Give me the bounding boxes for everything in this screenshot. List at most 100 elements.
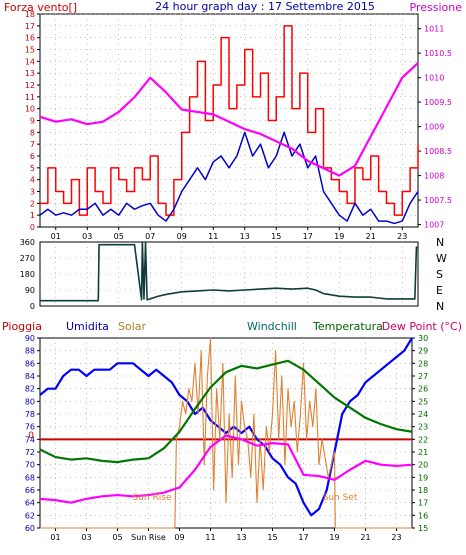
humidity-tick-label: 72 bbox=[25, 448, 35, 457]
temperature-tick-label: 15 bbox=[418, 524, 428, 533]
wind-tick-label: 6 bbox=[30, 152, 35, 161]
temperature-tick-label: 22 bbox=[418, 435, 428, 444]
temperature-tick-label: 16 bbox=[418, 511, 428, 520]
direction-tick-label: 270 bbox=[20, 254, 35, 263]
humidity-axis: 60 62 64 66 68 70 72 74 76 78 80 82 84 86 88 90 bbox=[25, 334, 40, 533]
windchill-label: Windchill bbox=[247, 320, 297, 333]
direction-tick-label: 180 bbox=[20, 270, 35, 279]
temp-x-tick-label: 05 bbox=[112, 533, 122, 542]
direction-tick-label: 360 bbox=[20, 238, 35, 247]
wind-x-tick-label: 13 bbox=[240, 232, 250, 241]
temperature-axis: 15 16 17 18 19 20 21 22 23 24 25 26 27 28 29 30 bbox=[412, 334, 428, 533]
temperature-tick-label: 18 bbox=[418, 486, 428, 495]
wind-x-tick-label: 05 bbox=[114, 232, 124, 241]
humidity-tick-label: 64 bbox=[25, 499, 35, 508]
wind-panel-series bbox=[39, 25, 419, 225]
solar-line bbox=[40, 337, 412, 529]
temp-x-tick-label: 19 bbox=[329, 533, 339, 542]
wind-tick-label: 5 bbox=[30, 164, 35, 173]
pressure-tick-label: 1010.5 bbox=[424, 49, 452, 58]
direction-tick-label: 0 bbox=[30, 302, 35, 311]
wind-tick-label: 0 bbox=[30, 223, 35, 232]
temperature-tick-label: 21 bbox=[418, 448, 428, 457]
wind-x-tick-label: 11 bbox=[208, 232, 218, 241]
humidity-tick-label: 74 bbox=[25, 435, 35, 444]
wind-tick-label: 13 bbox=[25, 69, 35, 78]
pressure-axis: 1007 1007.5 1008 1008.5 1009 1009.5 1010 1010.5… bbox=[418, 25, 452, 230]
humidity-tick-label: 66 bbox=[25, 486, 35, 495]
temp-x-tick-label: 13 bbox=[236, 533, 246, 542]
dewpoint-label: Dew Point (°C) bbox=[382, 320, 462, 333]
pressure-tick-label: 1009 bbox=[424, 123, 444, 132]
wind-tick-label: 2 bbox=[30, 199, 35, 208]
humidity-tick-label: 70 bbox=[25, 461, 35, 470]
wind-tick-label: 12 bbox=[25, 81, 35, 90]
temp-x-tick-label: 23 bbox=[391, 533, 401, 542]
wind-tick-label: 15 bbox=[25, 46, 35, 55]
temp-x-tick-label: Sun Rise bbox=[131, 533, 166, 542]
wind-direction-line bbox=[40, 241, 418, 302]
wind-x-tick-label: 07 bbox=[145, 232, 155, 241]
temp-panel-x-axis: 01 03 05 Sun Rise 09 11 13 15 17 19 21 23 bbox=[50, 528, 402, 542]
temperature-line bbox=[39, 359, 413, 464]
humidity-tick-label: 78 bbox=[25, 410, 35, 419]
temperature-tick-label: 26 bbox=[418, 385, 428, 394]
wind-tick-label: 14 bbox=[25, 57, 35, 66]
wind-average-line bbox=[39, 131, 419, 225]
wind-tick-label: 3 bbox=[30, 188, 35, 197]
pressure-tick-label: 1008.5 bbox=[424, 147, 452, 156]
humidity-label: Umidita bbox=[66, 320, 109, 333]
temp-x-tick-label: 09 bbox=[174, 533, 184, 542]
temp-panel-series bbox=[39, 337, 413, 529]
wind-x-tick-label: 03 bbox=[82, 232, 92, 241]
wind-tick-label: 9 bbox=[30, 117, 35, 126]
wind-tick-label: 4 bbox=[30, 176, 35, 185]
pressure-tick-label: 1007 bbox=[424, 221, 444, 230]
humidity-tick-label: 84 bbox=[25, 372, 35, 381]
wind-tick-label: 18 bbox=[25, 10, 35, 19]
compass-label: E bbox=[436, 284, 443, 297]
humidity-tick-label: 62 bbox=[25, 511, 35, 520]
pressure-axis-title: Pressione bbox=[410, 1, 463, 14]
rain-value-label: 0 bbox=[28, 431, 34, 441]
pressure-tick-label: 1011 bbox=[424, 25, 444, 34]
wind-tick-label: 7 bbox=[30, 140, 35, 149]
compass-label: N bbox=[436, 236, 444, 249]
rain-label: Pioggia bbox=[2, 320, 42, 333]
wind-tick-label: 11 bbox=[25, 93, 35, 102]
solar-label: Solar bbox=[118, 320, 147, 333]
direction-degree-axis: 0 90 180 270 360 bbox=[20, 238, 35, 311]
graph-title: 24 hour graph day : 17 Settembre 2015 bbox=[155, 0, 375, 13]
wind-axis-title: Forza vento[] bbox=[4, 1, 77, 14]
compass-label: S bbox=[436, 268, 443, 281]
wind-panel-x-axis: 01 03 05 07 09 11 13 15 17 19 21 23 bbox=[51, 227, 407, 241]
humidity-tick-label: 76 bbox=[25, 423, 35, 432]
temperature-tick-label: 28 bbox=[418, 359, 428, 368]
wind-x-tick-label: 01 bbox=[51, 232, 61, 241]
direction-series bbox=[40, 241, 418, 302]
direction-tick-label: 90 bbox=[25, 286, 35, 295]
temp-x-tick-label: 03 bbox=[81, 533, 91, 542]
sun-rise-label: Sun Rise bbox=[133, 493, 172, 503]
dewpoint-line bbox=[39, 434, 413, 504]
humidity-tick-label: 82 bbox=[25, 385, 35, 394]
compass-label: N bbox=[436, 300, 444, 313]
pressure-tick-label: 1007.5 bbox=[424, 196, 452, 205]
direction-panel-grid bbox=[40, 242, 418, 306]
pressure-tick-label: 1008 bbox=[424, 172, 444, 181]
temp-x-tick-label: 15 bbox=[267, 533, 277, 542]
wind-x-tick-label: 17 bbox=[303, 232, 313, 241]
temperature-tick-label: 19 bbox=[418, 473, 428, 482]
wind-x-tick-label: 19 bbox=[334, 232, 344, 241]
temp-x-tick-label: 01 bbox=[50, 533, 60, 542]
wind-tick-label: 8 bbox=[30, 128, 35, 137]
pressure-tick-label: 1009.5 bbox=[424, 98, 452, 107]
wind-x-tick-label: 21 bbox=[366, 232, 376, 241]
temp-x-tick-label: 11 bbox=[205, 533, 215, 542]
temperature-tick-label: 20 bbox=[418, 461, 428, 470]
humidity-tick-label: 88 bbox=[25, 347, 35, 356]
